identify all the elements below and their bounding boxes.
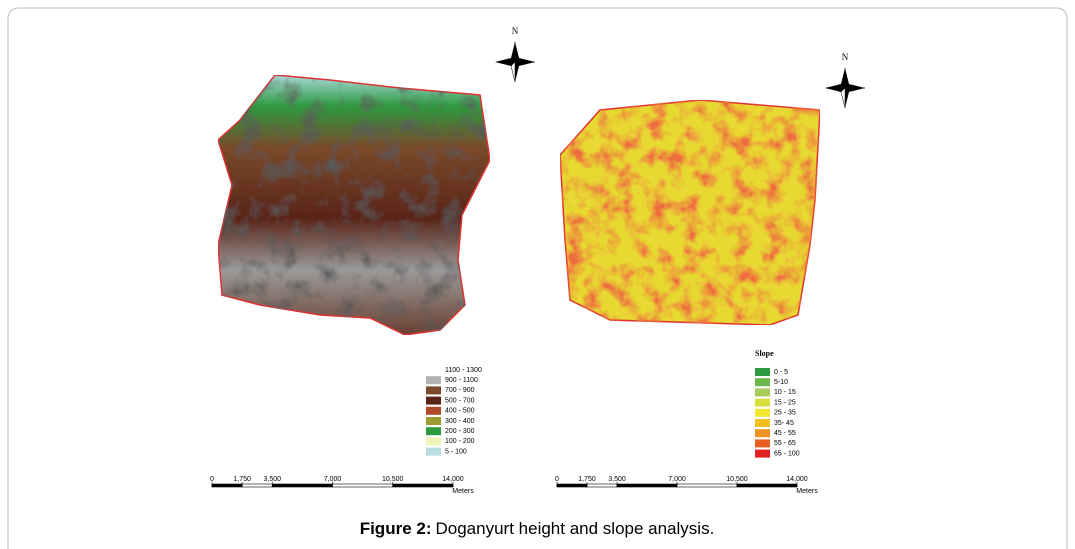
scale-segment (557, 484, 587, 487)
legend-label: 1100 - 1300 (445, 367, 482, 374)
legend-label: 55 - 65 (774, 440, 796, 447)
legend-label: 900 - 1100 (445, 377, 478, 384)
scale-label: 10,500 (382, 476, 404, 483)
legend-label: 0 - 5 (774, 369, 788, 376)
legend-swatch (755, 399, 770, 407)
scale-segment (212, 484, 242, 487)
legend-swatch (755, 368, 770, 376)
legend-label: 65 - 100 (774, 450, 800, 457)
legend-swatch (426, 437, 441, 445)
scale-segment (617, 484, 677, 487)
legend-label: 25 - 35 (774, 410, 796, 417)
scale-label: 7,000 (324, 476, 342, 483)
scale-label: 0 (555, 476, 559, 483)
legend-swatch (755, 409, 770, 417)
figure: Figure 2:Doganyurt height and slope anal… (0, 0, 1075, 549)
legend-label: 200 - 300 (445, 428, 475, 435)
slope-map (560, 100, 820, 325)
legend-swatch (426, 407, 441, 415)
legend-label: 10 - 15 (774, 389, 796, 396)
legend-label: 400 - 500 (445, 408, 475, 415)
scale-label: 3,500 (263, 476, 281, 483)
legend-swatch (755, 429, 770, 437)
scale-label: 1,750 (233, 476, 251, 483)
legend-swatch (426, 448, 441, 456)
scale-segment (393, 484, 453, 487)
figure-text: Doganyurt height and slope analysis. (436, 519, 715, 538)
legend-swatch (755, 419, 770, 427)
frame (8, 8, 1067, 549)
legend-swatch (755, 378, 770, 386)
scale-segment (737, 484, 797, 487)
scale-segment (587, 484, 617, 487)
figure-caption: Figure 2:Doganyurt height and slope anal… (360, 519, 715, 538)
legend-swatch (426, 397, 441, 405)
legend-label: 45 - 55 (774, 430, 796, 437)
legend-swatch (426, 376, 441, 384)
legend-swatch (426, 386, 441, 394)
height-map (218, 75, 490, 335)
scale-unit: Meters (796, 488, 818, 495)
legend-label: 700 - 900 (445, 387, 475, 394)
legend-swatch (426, 417, 441, 425)
scale-label: 14,000 (786, 476, 808, 483)
scale-label: 3,500 (608, 476, 626, 483)
legend-swatch (426, 427, 441, 435)
scale-label: 14,000 (442, 476, 464, 483)
scale-label: 10,500 (726, 476, 748, 483)
north-label: N (842, 52, 849, 62)
legend-swatch (755, 388, 770, 396)
legend-title: Slope (755, 349, 774, 358)
scale-label: 7,000 (668, 476, 686, 483)
legend-label: 100 - 200 (445, 438, 475, 445)
page: Figure 2:Doganyurt height and slope anal… (0, 0, 1075, 549)
north-label: N (512, 26, 519, 36)
legend-swatch (755, 450, 770, 458)
legend-label: 15 - 25 (774, 399, 796, 406)
scale-label: 1,750 (578, 476, 596, 483)
scale-segment (242, 484, 272, 487)
legend-label: 500 - 700 (445, 397, 475, 404)
scale-unit: Meters (452, 488, 474, 495)
scale-segment (272, 484, 332, 487)
legend-label: 35- 45 (774, 420, 794, 427)
legend-swatch (426, 366, 441, 374)
legend-label: 5 - 100 (445, 448, 467, 455)
scale-label: 0 (210, 476, 214, 483)
figure-label: Figure 2: (360, 519, 432, 538)
scale-segment (677, 484, 737, 487)
scale-segment (333, 484, 393, 487)
legend-label: 5-10 (774, 379, 788, 386)
legend-swatch (755, 439, 770, 447)
legend-label: 300 - 400 (445, 418, 475, 425)
